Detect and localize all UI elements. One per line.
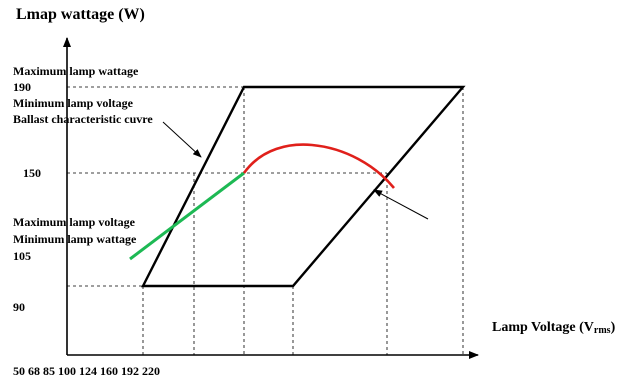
operating-window-boundary	[141, 85, 466, 288]
x-axis-title-subscript: rms	[593, 325, 611, 336]
min-wattage-label: Minimum lamp wattage	[13, 232, 137, 246]
ballast-characteristic-line	[129, 171, 245, 261]
operating-curve-arc	[242, 143, 396, 189]
ballast-curve-pointer-arrow	[162, 121, 202, 158]
ballast-curve-label: Ballast characteristic cuvre	[13, 112, 153, 126]
max-voltage-label: Maximum lamp voltage	[13, 215, 135, 229]
x-axis-title-close: )	[610, 320, 616, 335]
y-axis-title: Lmap wattage (W)	[16, 6, 145, 23]
x-tick-values: 50 68 85 100 124 160 192 220	[13, 364, 160, 378]
y-tick-150: 150	[23, 166, 41, 180]
y-tick-190: 190	[13, 80, 31, 94]
min-voltage-label: Minimum lamp voltage	[13, 96, 133, 110]
y-tick-105: 105	[13, 249, 31, 263]
x-axis-title-main: Lamp Voltage (V	[492, 320, 594, 335]
max-wattage-label: Maximum lamp wattage	[13, 64, 139, 78]
y-tick-90: 90	[13, 300, 25, 314]
right-boundary-pointer-arrow	[373, 189, 429, 220]
x-axis-title: Lamp Voltage (Vrms)	[492, 320, 615, 339]
